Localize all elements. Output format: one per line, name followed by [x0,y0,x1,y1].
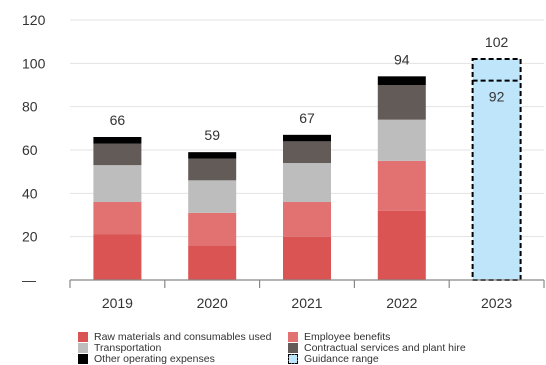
y-tick-label-20: 20 [22,229,38,245]
total-label-2020: 59 [204,127,220,143]
axes: — 20 40 60 80 100 120 2019 2020 2021 2022 2023 [22,12,545,311]
legend-item-transportation: Transportation [78,343,161,353]
total-label-2019: 66 [110,112,126,128]
legend-item-employee-benefits: Employee benefits [288,332,390,342]
bar-2020-transportation [188,180,237,213]
bar-2021-employee-benefits [283,202,331,237]
legend-label-raw-materials: Raw materials and consumables used [94,331,272,343]
legend-label-contractual-services: Contractual services and plant hire [304,342,466,354]
bars [93,58,522,281]
bar-2020-raw-materials-and-consumables-used [188,245,237,280]
bar-2021-raw-materials-and-consumables-used [283,236,331,280]
total-label-2021: 67 [299,110,315,126]
bar-2022-transportation [377,119,426,161]
y-tick-label-40: 40 [22,185,38,201]
y-tick-label-0: — [22,272,36,288]
x-tick-label-2020: 2020 [197,295,228,311]
bar-2021-other-operating-expenses [283,134,331,142]
legend-label-transportation: Transportation [94,342,162,354]
bar-2021-contractual-services-and-plant-hire [283,141,331,163]
stacked-bar-chart: 66 59 67 94 102 92 — 20 40 60 80 100 120 2019 2020 202… [22,12,545,311]
legend-item-raw-materials: Raw materials and consumables used [78,332,271,342]
legend-swatch-transportation [78,343,88,353]
legend-label-other-operating: Other operating expenses [94,353,215,365]
x-tick-label-2022: 2022 [386,295,417,311]
legend-item-contractual-services: Contractual services and plant hire [288,343,466,353]
bar-2022-raw-materials-and-consumables-used [377,210,426,280]
bar-2021-transportation [283,163,331,202]
x-tick-label-2021: 2021 [291,295,322,311]
y-tick-label-120: 120 [22,12,46,28]
bar-2019-other-operating-expenses [93,137,142,144]
guidance-high-label: 102 [485,34,509,50]
legend-swatch-contractual-services [288,343,298,353]
bar-2022-contractual-services-and-plant-hire [377,85,426,120]
legend-item-other-operating: Other operating expenses [78,354,215,364]
y-tick-label-80: 80 [22,99,38,115]
bar-2019-contractual-services-and-plant-hire [93,143,142,166]
legend-label-guidance-range: Guidance range [304,353,379,365]
bar-2019-employee-benefits [93,202,142,235]
data-labels: 66 59 67 94 102 92 [110,34,509,143]
bar-2020-contractual-services-and-plant-hire [188,158,237,181]
x-tick-label-2019: 2019 [102,295,133,311]
bar-2020-other-operating-expenses [188,152,237,159]
bar-2020-employee-benefits [188,212,237,246]
legend-item-guidance-range: Guidance range [288,354,379,364]
x-tick-label-2023: 2023 [481,295,512,311]
legend-swatch-guidance-range [288,354,298,364]
y-tick-label-100: 100 [22,55,46,71]
legend-label-employee-benefits: Employee benefits [304,331,391,343]
bar-2019-raw-materials-and-consumables-used [93,234,142,280]
y-tick-label-60: 60 [22,142,38,158]
guidance-low-label: 92 [489,89,505,105]
bar-2022-other-operating-expenses [377,76,426,85]
bar-2022-employee-benefits [377,160,426,211]
total-label-2022: 94 [394,51,410,67]
legend-swatch-raw-materials [78,332,88,342]
bar-2019-transportation [93,165,142,202]
legend-swatch-other-operating [78,354,88,364]
legend-swatch-employee-benefits [288,332,298,342]
